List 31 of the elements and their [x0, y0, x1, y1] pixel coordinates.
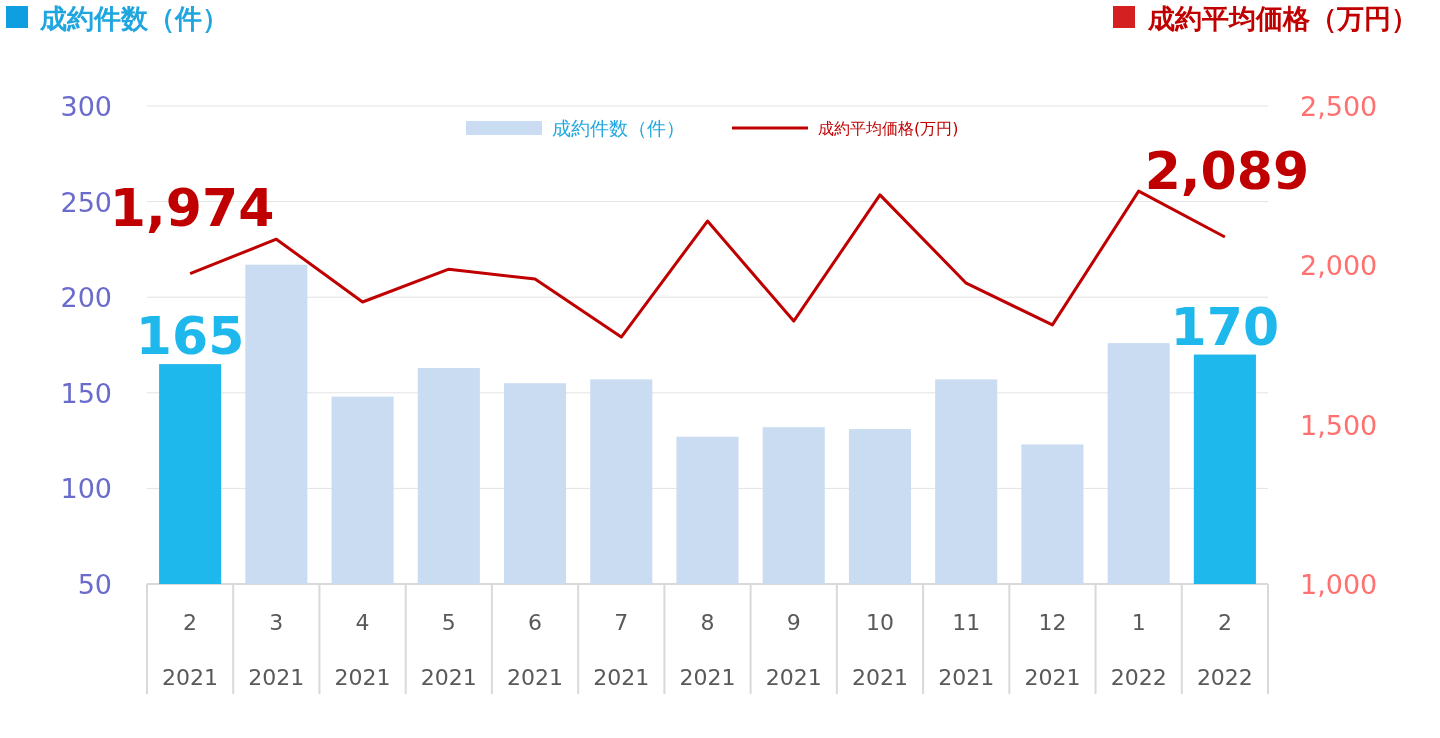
category-label: 12 2021	[1024, 610, 1081, 690]
legend-label: 成約平均価格(万円)	[818, 119, 959, 138]
y2-tick-label: 1,500	[1300, 409, 1378, 441]
y-tick-label: 200	[60, 282, 112, 314]
y2-tick-label: 2,000	[1300, 250, 1378, 282]
y-tick-label: 50	[77, 569, 112, 600]
legend-label: 成約件数（件）	[552, 117, 685, 139]
category-label: 5 2021	[420, 610, 477, 690]
y2-tick-label: 2,500	[1300, 91, 1378, 122]
y-axis-title: 成約件数（件）	[39, 3, 229, 34]
y2-tick-label: 1,000	[1300, 569, 1378, 600]
category-label: 1 2022	[1110, 610, 1167, 690]
category-label: 7 2021	[593, 610, 650, 690]
data-label: 2,089	[1144, 140, 1310, 201]
category-label: 10 2021	[851, 610, 908, 690]
category-label: 4 2021	[334, 610, 391, 690]
data-label: 170	[1170, 296, 1280, 357]
y-tick-label: 300	[60, 91, 112, 122]
category-label: 3 2021	[248, 610, 305, 690]
category-label: 2 2022	[1196, 610, 1253, 690]
category-label: 6 2021	[507, 610, 564, 690]
y-tick-label: 100	[60, 473, 112, 505]
data-label: 165	[135, 306, 245, 367]
y-tick-label: 250	[60, 186, 112, 218]
category-label: 8 2021	[679, 610, 736, 690]
y2-axis-title: 成約平均価格（万円）	[1147, 3, 1418, 34]
data-label: 1,974	[109, 177, 275, 238]
y-tick-label: 150	[60, 377, 112, 409]
category-label: 9 2021	[765, 610, 822, 690]
category-label: 11 2021	[938, 610, 995, 690]
category-label: 2 2021	[162, 610, 219, 690]
